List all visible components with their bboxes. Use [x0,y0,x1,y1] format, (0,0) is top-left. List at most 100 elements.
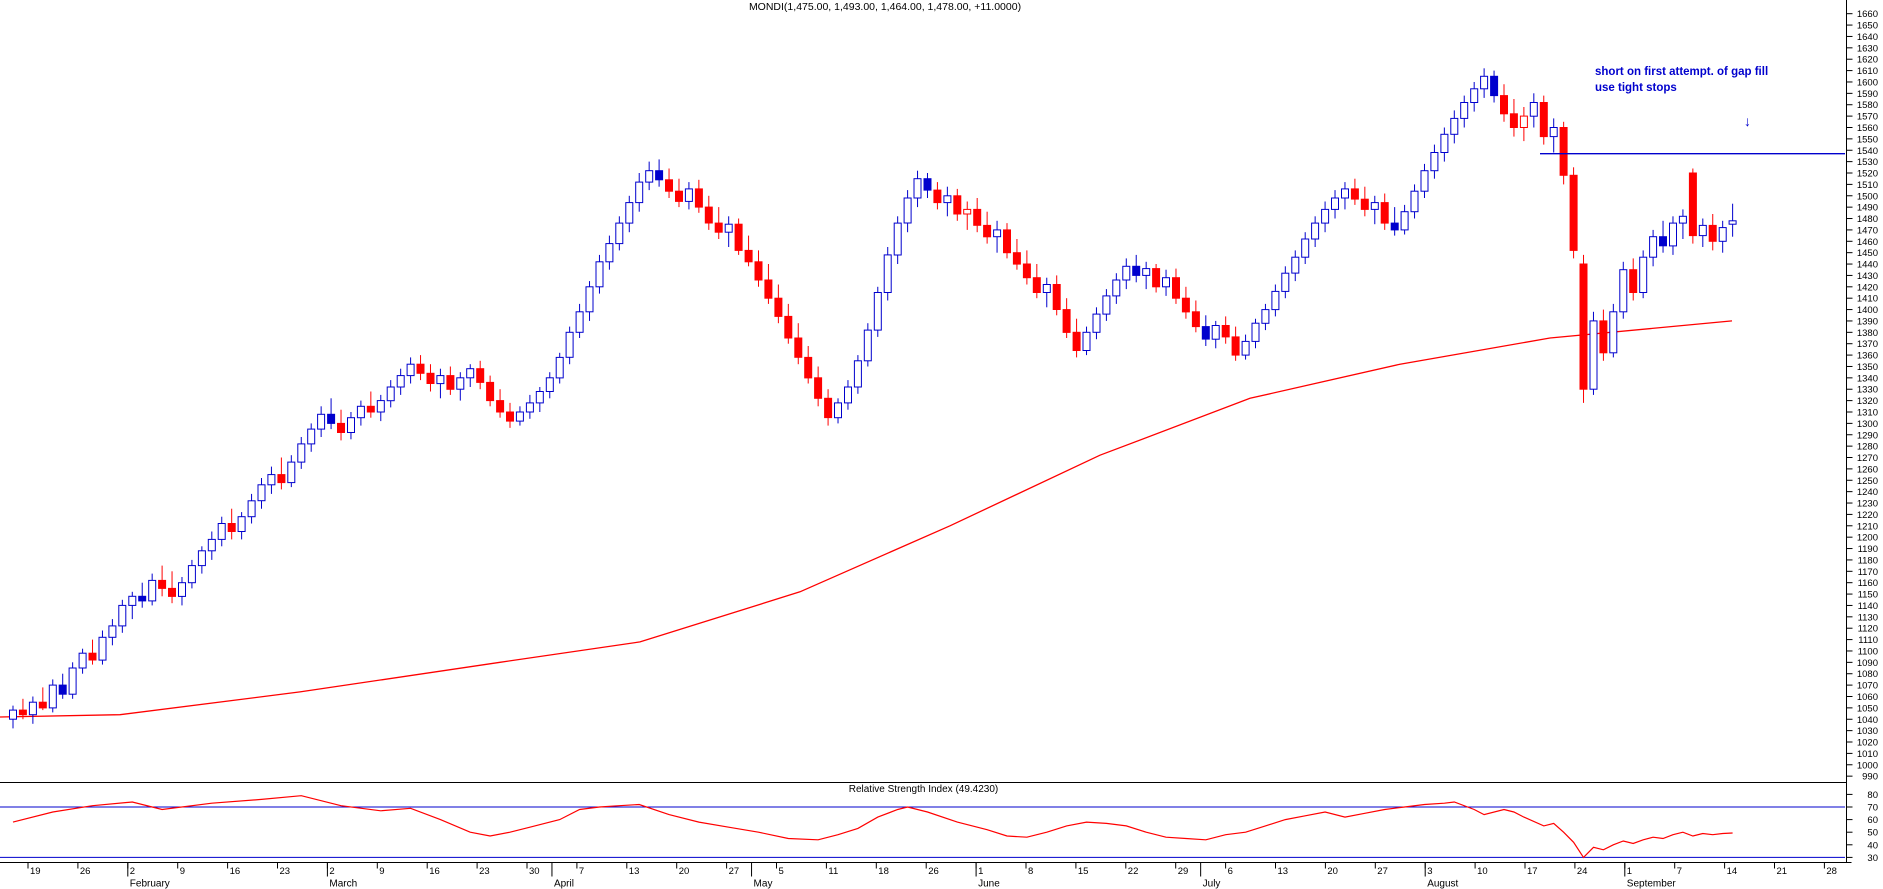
candle[interactable] [933,182,942,210]
candle[interactable] [1231,326,1240,361]
down-arrow-icon[interactable]: ↓ [1744,113,1751,129]
candle[interactable] [1350,178,1359,205]
candle[interactable] [496,389,505,418]
candle[interactable] [1718,220,1727,253]
candle[interactable] [1301,232,1310,264]
candle[interactable] [1042,277,1051,308]
candle[interactable] [943,186,952,217]
candle[interactable] [1549,118,1558,153]
candle[interactable] [675,178,683,208]
candle[interactable] [1708,214,1717,251]
candle[interactable] [1211,320,1220,349]
candle[interactable] [1162,269,1170,296]
candle[interactable] [1400,204,1409,235]
candle[interactable] [247,493,256,524]
candle[interactable] [217,516,226,547]
candle[interactable] [1380,193,1389,230]
candle[interactable] [585,281,594,321]
candle[interactable] [1360,186,1369,217]
candle[interactable] [844,380,852,410]
candle[interactable] [625,195,634,233]
candle[interactable] [1341,182,1349,210]
candle[interactable] [327,398,336,430]
candle[interactable] [1659,220,1667,253]
candle[interactable] [1500,84,1508,122]
candle[interactable] [1460,95,1469,128]
candle[interactable] [158,565,167,597]
candle[interactable] [416,355,425,381]
candle[interactable] [18,698,27,720]
candle[interactable] [873,286,882,337]
candle[interactable] [1122,258,1131,290]
candle[interactable] [1291,250,1300,282]
candle[interactable] [1430,144,1439,179]
candle[interactable] [834,398,842,424]
candle[interactable] [297,437,306,469]
candle[interactable] [714,207,723,239]
candle[interactable] [1519,107,1528,142]
candle[interactable] [1589,311,1598,395]
candle[interactable] [426,364,435,392]
candle[interactable] [386,380,395,408]
candle[interactable] [704,195,713,230]
candle[interactable] [207,531,216,560]
candle[interactable] [48,679,57,713]
candle[interactable] [1649,229,1658,267]
candle[interactable] [38,687,47,711]
candle[interactable] [1698,218,1707,248]
candle[interactable] [317,406,326,437]
candle[interactable] [545,372,554,399]
candle[interactable] [168,571,176,604]
candle[interactable] [307,423,316,452]
candle[interactable] [446,366,455,395]
candle[interactable] [1281,266,1290,299]
candle[interactable] [684,182,693,210]
candle[interactable] [555,352,564,384]
rsi-line[interactable] [12,795,1733,859]
candle[interactable] [68,662,77,699]
candle[interactable] [913,170,922,208]
candle[interactable] [406,357,415,384]
candle[interactable] [1191,300,1200,333]
candle[interactable] [1440,127,1449,162]
candle[interactable] [257,478,266,509]
candle[interactable] [1370,195,1379,225]
candle[interactable] [1072,318,1081,358]
candle[interactable] [893,216,902,264]
candle[interactable] [1410,184,1419,219]
candle[interactable] [665,168,673,199]
candle[interactable] [615,216,624,251]
candle[interactable] [863,323,872,367]
candle[interactable] [1480,68,1489,98]
candle[interactable] [734,218,743,255]
candle[interactable] [645,161,654,191]
candle[interactable] [814,366,823,407]
candle[interactable] [396,368,405,395]
candle[interactable] [1390,207,1399,236]
candle[interactable] [515,406,524,426]
candle[interactable] [1062,298,1071,338]
candle[interactable] [774,284,783,324]
candle[interactable] [1599,309,1608,361]
candle[interactable] [1629,258,1638,301]
candle[interactable] [347,412,355,440]
candle[interactable] [1579,254,1588,403]
candle[interactable] [178,577,186,606]
candle[interactable] [1490,70,1499,103]
candle[interactable] [903,190,912,233]
candle[interactable] [366,391,375,418]
candle[interactable] [923,173,932,198]
candle[interactable] [356,400,365,426]
candle[interactable] [575,303,584,338]
candle[interactable] [595,254,604,294]
candle[interactable] [754,250,763,287]
candle[interactable] [1112,273,1121,304]
candle[interactable] [456,372,465,401]
candle[interactable] [1678,209,1687,239]
candle[interactable] [1311,216,1320,247]
annotation-text-line1[interactable]: short on first attempt. of gap fill [1595,66,1769,78]
candle[interactable] [1321,201,1330,233]
candle[interactable] [1509,99,1518,137]
candle[interactable] [1619,261,1628,319]
candle[interactable] [1032,264,1041,299]
